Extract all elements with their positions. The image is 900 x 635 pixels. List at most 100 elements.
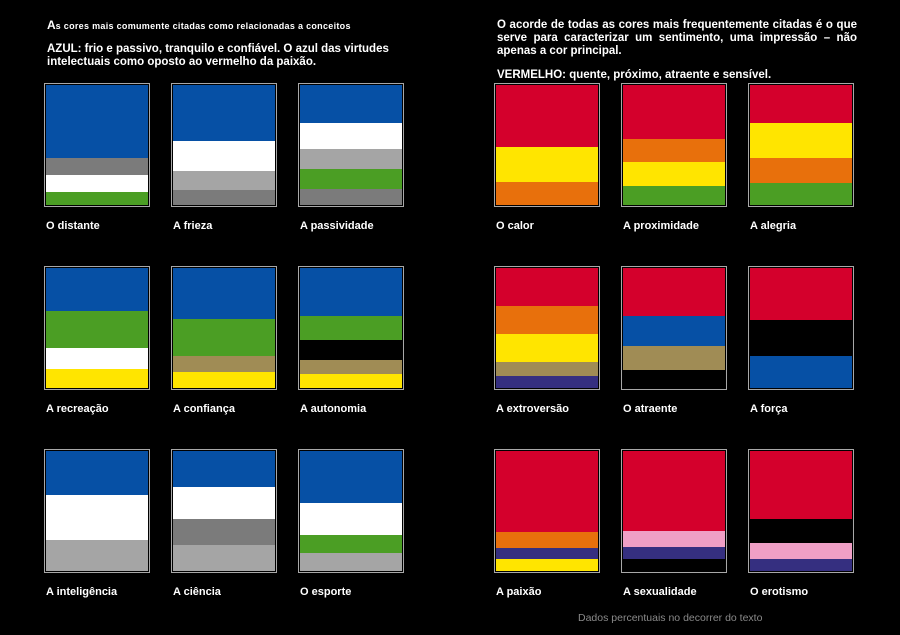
color-stripe — [496, 376, 598, 388]
color-stripe — [623, 85, 725, 139]
color-stripe — [300, 535, 402, 553]
color-stack — [750, 268, 852, 388]
color-stripe — [300, 374, 402, 388]
color-stripe — [623, 547, 725, 559]
color-stack — [623, 85, 725, 205]
color-stripe — [496, 451, 598, 532]
color-stripe — [300, 149, 402, 169]
color-stripe — [300, 451, 402, 503]
color-card — [298, 266, 404, 390]
card-label: A frieza — [173, 220, 213, 232]
color-card — [494, 449, 600, 573]
color-stripe — [623, 316, 725, 346]
color-stack — [300, 451, 402, 571]
color-stripe — [623, 139, 725, 162]
color-stack — [750, 451, 852, 571]
color-stripe — [623, 531, 725, 547]
color-stripe — [496, 147, 598, 182]
color-stripe — [750, 85, 852, 123]
color-stripe — [623, 370, 725, 388]
color-stripe — [623, 186, 725, 205]
card-label: O erotismo — [750, 586, 809, 598]
color-card — [494, 266, 600, 390]
color-stripe — [173, 171, 275, 190]
left-title: As cores mais comumente citadas como rel… — [47, 19, 427, 33]
color-stripe — [46, 540, 148, 571]
color-stripe — [300, 169, 402, 189]
color-stripe — [173, 519, 275, 545]
left-title-initial: A — [47, 18, 56, 32]
card-label: A alegria — [750, 220, 797, 232]
color-stack — [46, 268, 148, 388]
color-card — [748, 266, 854, 390]
color-stack — [750, 85, 852, 205]
color-stack — [623, 451, 725, 571]
card-label: O calor — [496, 220, 534, 232]
color-stripe — [173, 372, 275, 388]
color-stripe — [300, 360, 402, 374]
card-label: A inteligência — [46, 586, 118, 598]
footer-note: Dados percentuais no decorrer do texto — [578, 612, 763, 624]
color-card — [494, 83, 600, 207]
color-stripe — [46, 158, 148, 176]
color-stripe — [496, 334, 598, 362]
color-stripe — [496, 306, 598, 334]
card-label: A sexualidade — [623, 586, 697, 598]
card-label: A força — [750, 403, 788, 415]
right-subtitle: VERMELHO: quente, próximo, atraente e se… — [497, 69, 772, 81]
color-stripe — [46, 268, 148, 311]
color-stripe — [496, 268, 598, 306]
color-stripe — [750, 559, 852, 571]
color-stripe — [300, 85, 402, 123]
color-stripe — [750, 451, 852, 519]
color-stripe — [496, 85, 598, 147]
color-stripe — [750, 356, 852, 388]
color-stripe — [173, 190, 275, 205]
color-card — [44, 266, 150, 390]
color-card — [621, 266, 727, 390]
card-label: A passividade — [300, 220, 374, 232]
color-stripe — [173, 451, 275, 487]
color-stripe — [750, 320, 852, 356]
color-card — [621, 83, 727, 207]
color-card — [171, 449, 277, 573]
card-label: A proximidade — [623, 220, 699, 232]
color-stripe — [300, 553, 402, 571]
color-stripe — [173, 319, 275, 356]
card-label: A confiança — [173, 403, 235, 415]
left-intro: AZUL: frio e passivo, tranquilo e confiá… — [47, 43, 389, 68]
card-label: O esporte — [300, 586, 352, 598]
color-stripe — [46, 192, 148, 205]
color-stack — [46, 85, 148, 205]
color-stripe — [623, 346, 725, 370]
color-card — [44, 83, 150, 207]
color-stripe — [46, 451, 148, 495]
color-card — [298, 449, 404, 573]
color-stripe — [300, 503, 402, 535]
color-stripe — [750, 268, 852, 320]
color-stripe — [173, 141, 275, 171]
color-stack — [496, 268, 598, 388]
card-label: A recreação — [46, 403, 109, 415]
color-stripe — [46, 311, 148, 348]
color-stripe — [46, 348, 148, 369]
color-stripe — [623, 559, 725, 571]
color-stripe — [46, 369, 148, 388]
color-stripe — [173, 487, 275, 519]
color-stripe — [496, 532, 598, 548]
color-stripe — [46, 85, 148, 159]
color-stripe — [46, 175, 148, 193]
color-stripe — [300, 340, 402, 360]
color-stack — [300, 85, 402, 205]
color-stripe — [173, 545, 275, 571]
color-card — [171, 83, 277, 207]
right-intro: O acorde de todas as cores mais frequent… — [497, 19, 857, 57]
color-stripe — [750, 543, 852, 559]
color-stripe — [623, 162, 725, 186]
color-stripe — [750, 123, 852, 158]
card-label: A extroversão — [496, 403, 569, 415]
color-card — [748, 83, 854, 207]
color-stripe — [496, 559, 598, 571]
color-stack — [300, 268, 402, 388]
color-stripe — [173, 268, 275, 319]
